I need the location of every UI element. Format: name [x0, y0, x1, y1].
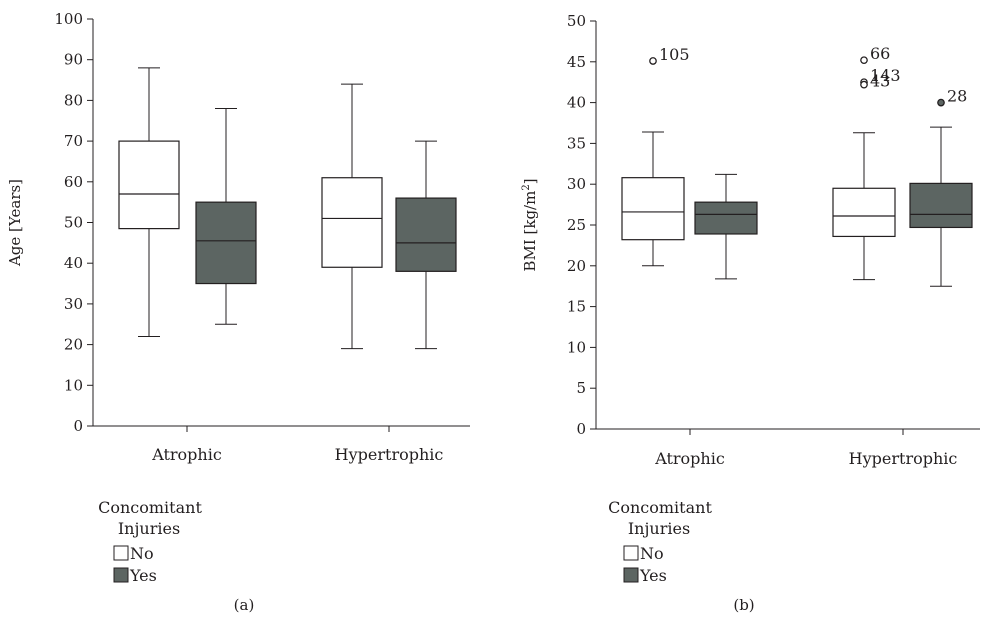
- box-atrophic-no: [118, 67, 180, 337]
- y-tick-label: 60: [64, 173, 83, 191]
- x-category-label: Hypertrophic: [335, 445, 444, 464]
- legend-label-yes: Yes: [639, 566, 667, 585]
- y-tick-label: 15: [567, 298, 586, 316]
- y-tick-label: 20: [64, 336, 83, 354]
- panel-label: (b): [733, 596, 754, 614]
- y-tick-label: 30: [64, 295, 83, 313]
- y-tick-label: 50: [64, 214, 83, 232]
- y-tick-label: 100: [54, 10, 83, 28]
- legend-label-no: No: [640, 544, 664, 563]
- box-hypertrophic-yes: [909, 126, 973, 287]
- outlier-point: [860, 80, 868, 89]
- y-axis-title-end: ]: [521, 178, 539, 184]
- outlier-point: [860, 56, 868, 65]
- box-atrophic-no: [621, 131, 685, 267]
- legend-title: Concomitant: [98, 498, 202, 517]
- outlier-label: 105: [659, 45, 690, 64]
- x-category-label: Hypertrophic: [849, 449, 958, 468]
- legend-swatch-no: [623, 545, 639, 561]
- outlier-label: 28: [947, 87, 967, 106]
- panel-label: (a): [234, 596, 255, 614]
- y-axis-title-text: BMI [kg/m: [521, 191, 539, 272]
- y-tick-label: 40: [567, 94, 586, 112]
- y-tick-label: 40: [64, 254, 83, 272]
- y-tick-label: 90: [64, 51, 83, 69]
- y-tick-label: 20: [567, 257, 586, 275]
- y-axis-title-text: Age [Years]: [6, 179, 24, 267]
- legend-label-yes: Yes: [129, 566, 157, 585]
- y-tick-label: 10: [567, 338, 586, 356]
- outlier-point: [937, 98, 945, 107]
- y-tick-label: 80: [64, 91, 83, 109]
- box-iqr: [118, 140, 180, 230]
- box-iqr: [321, 177, 383, 268]
- y-tick-label: 45: [567, 53, 586, 71]
- y-tick-label: 70: [64, 132, 83, 150]
- box-iqr: [832, 187, 896, 238]
- box-hypertrophic-no: [321, 83, 383, 350]
- box-atrophic-yes: [195, 108, 257, 325]
- y-tick-label: 25: [567, 216, 586, 234]
- legend-swatch-no: [113, 545, 129, 561]
- panel-a-age-boxplot: 0 10 20 30 40 50 60 70 80 90 100 Age [Years] Atrophi…: [6, 10, 470, 614]
- outlier-label: 43: [870, 72, 890, 91]
- y-tick-label: 0: [73, 417, 83, 435]
- y-tick-label: 5: [576, 379, 586, 397]
- y-axis-title: Age [Years]: [6, 179, 24, 267]
- legend-swatch-yes: [623, 567, 639, 583]
- box-hypertrophic-yes: [395, 140, 457, 350]
- box-hypertrophic-no: [832, 132, 896, 281]
- y-tick-label: 10: [64, 376, 83, 394]
- outlier-label: 66: [870, 44, 890, 63]
- y-tick-label: 0: [576, 420, 586, 438]
- legend-label-no: No: [130, 544, 154, 563]
- panel-b-bmi-boxplot: 0 5 10 15 20 25 30 35 40 45 50 BMI [kg/m2] Atrophic H…: [521, 12, 980, 614]
- y-tick-label: 30: [567, 175, 586, 193]
- outlier-point: [649, 57, 657, 65]
- y-axis-title: BMI [kg/m2]: [521, 178, 539, 271]
- legend-title: Injuries: [628, 519, 690, 538]
- y-tick-label: 35: [567, 134, 586, 152]
- legend-title: Concomitant: [608, 498, 712, 517]
- box-iqr: [395, 197, 457, 272]
- box-iqr: [909, 182, 973, 229]
- legend-swatch-yes: [113, 567, 129, 583]
- y-tick-label: 50: [567, 12, 586, 30]
- box-atrophic-yes: [694, 173, 758, 280]
- x-category-label: Atrophic: [151, 445, 222, 464]
- box-iqr: [694, 201, 758, 235]
- box-iqr: [195, 201, 257, 285]
- y-axis-title-superscript: 2: [521, 184, 532, 190]
- legend-title: Injuries: [118, 519, 180, 538]
- outlier-label: 143: [870, 66, 901, 85]
- box-iqr: [621, 177, 685, 241]
- x-category-label: Atrophic: [654, 449, 725, 468]
